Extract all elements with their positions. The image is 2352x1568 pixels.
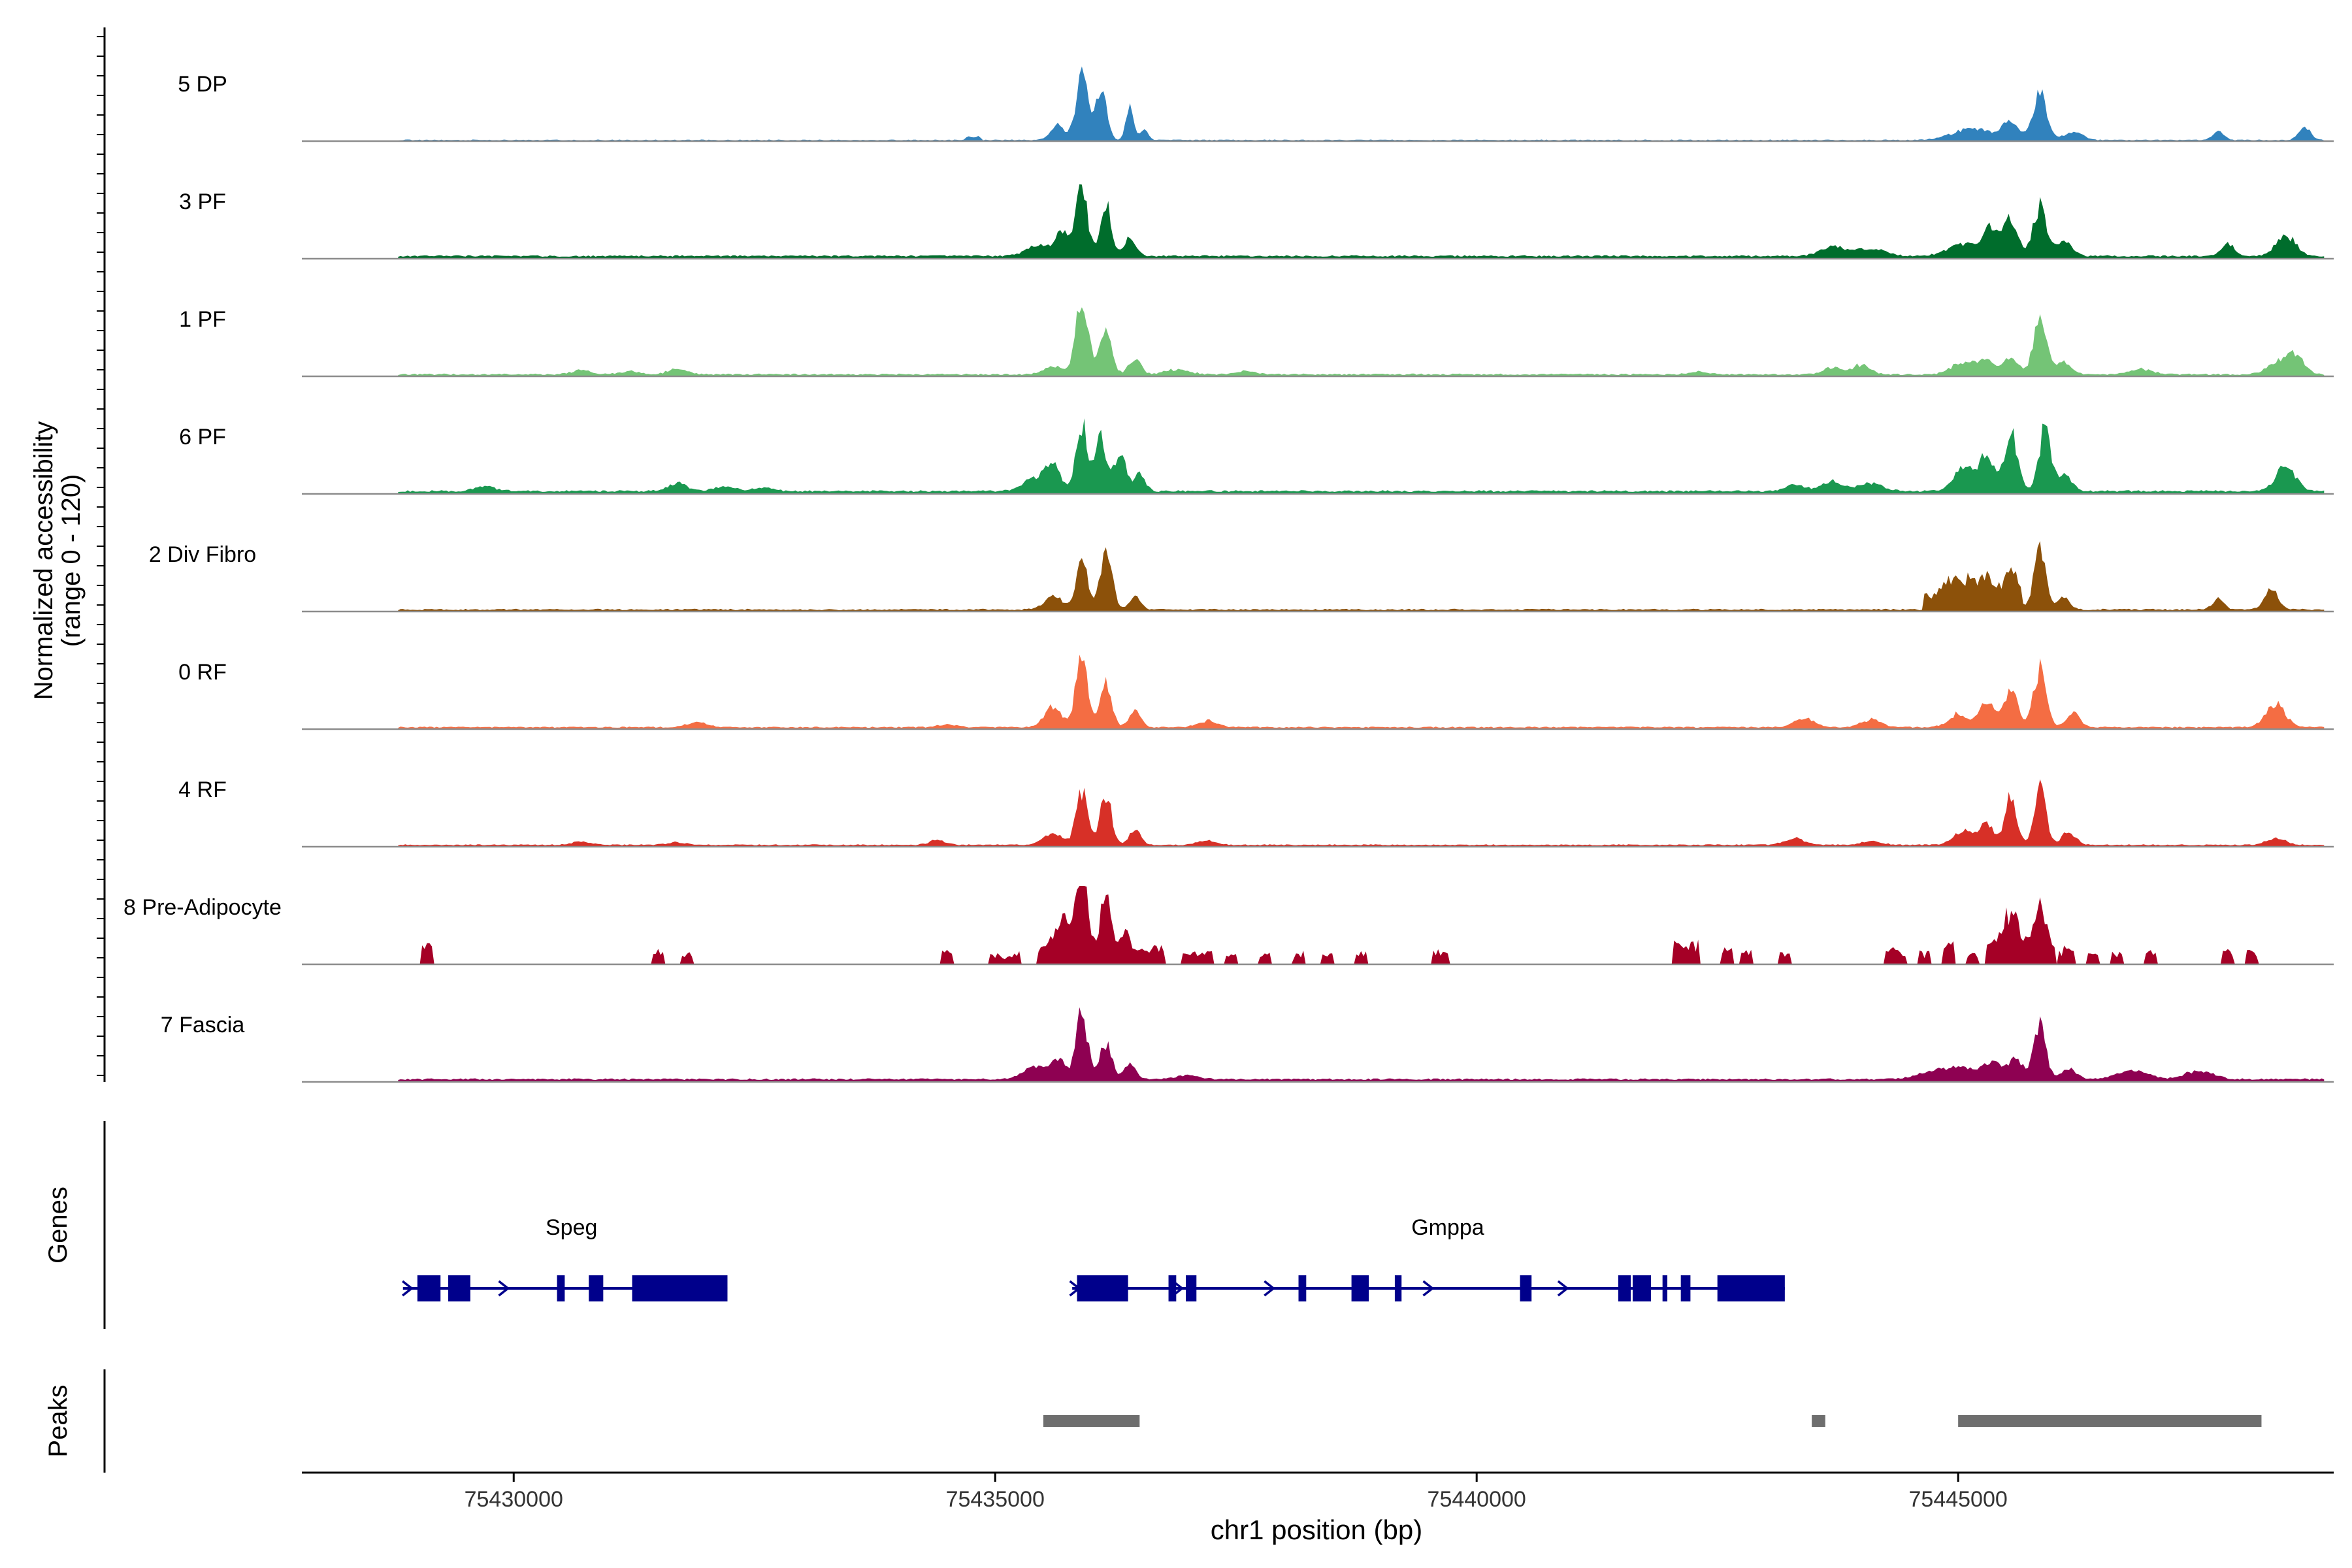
gene-exon <box>1351 1275 1369 1301</box>
genes-track-label: Genes <box>44 1186 73 1264</box>
track-label: 0 RF <box>178 660 227 685</box>
track-3-pf: 3 PF <box>179 184 2334 260</box>
gene-exon <box>1168 1275 1177 1301</box>
peak-region <box>1958 1415 2262 1427</box>
track-label: 2 Div Fibro <box>149 542 256 567</box>
strand-arrow-icon <box>1557 1280 1569 1297</box>
gene-track: Speg Gmppa <box>402 1215 1785 1301</box>
track-label: 5 DP <box>178 72 227 97</box>
gene-speg: Speg <box>402 1215 728 1301</box>
y-axis-label-line1: Normalized accessibility <box>29 421 58 700</box>
track-6-pf: 6 PF <box>179 418 2334 495</box>
track-1-pf: 1 PF <box>179 307 2334 378</box>
strand-arrow-icon <box>1422 1280 1435 1297</box>
x-axis-ticks: 75430000 75435000 75440000 75445000 <box>465 1473 2008 1512</box>
strand-arrow-icon <box>1069 1280 1081 1297</box>
track-8-pre-adipocyte: 8 Pre-Adipocyte <box>123 886 2334 966</box>
strand-arrow-icon <box>402 1280 414 1297</box>
coverage-tracks: 5 DP 3 PF 1 PF 6 PF 2 Div Fibro 0 RF 4 RF 8 Pre… <box>123 66 2334 1083</box>
gene-exon <box>1520 1275 1532 1301</box>
gene-exon <box>1662 1275 1668 1301</box>
gene-exon <box>1680 1275 1691 1301</box>
strand-arrow-icon <box>498 1280 510 1297</box>
track-5-dp: 5 DP <box>178 66 2334 142</box>
track-label: 3 PF <box>179 189 226 214</box>
gene-gmppa: Gmppa <box>1069 1215 1785 1301</box>
y-axis-label-line2: (range 0 - 120) <box>57 474 86 647</box>
gene-exon <box>632 1275 728 1301</box>
coverage-area <box>398 1007 2325 1082</box>
x-tick-label: 75435000 <box>946 1487 1045 1512</box>
track-label: 7 Fascia <box>161 1013 245 1037</box>
track-label: 4 RF <box>178 777 227 802</box>
gene-exon <box>448 1275 470 1301</box>
track-2-div-fibro: 2 Div Fibro <box>149 541 2334 613</box>
track-7-fascia: 7 Fascia <box>161 1007 2334 1083</box>
peaks-track-label: Peaks <box>44 1384 73 1457</box>
x-tick-label: 75440000 <box>1428 1487 1526 1512</box>
strand-arrow-icon <box>1264 1280 1276 1297</box>
x-tick-label: 75430000 <box>465 1487 563 1512</box>
gene-exon <box>1077 1275 1128 1301</box>
peak-region <box>1812 1415 1825 1427</box>
gene-exon <box>417 1275 441 1301</box>
gene-name-label: Gmppa <box>1411 1215 1484 1240</box>
gene-exon <box>589 1275 604 1301</box>
coverage-y-axis-ticks <box>97 36 105 1076</box>
gene-exon <box>1298 1275 1307 1301</box>
x-tick-label: 75445000 <box>1909 1487 2008 1512</box>
peaks-track <box>1043 1415 2262 1427</box>
gene-exon <box>1618 1275 1631 1301</box>
peak-region <box>1043 1415 1140 1427</box>
gene-exon <box>557 1275 565 1301</box>
track-4-rf: 4 RF <box>178 777 2334 848</box>
x-axis-label: chr1 position (bp) <box>1211 1514 1423 1545</box>
strand-arrow-icon <box>1172 1280 1184 1297</box>
gene-exon <box>1186 1275 1197 1301</box>
track-0-rf: 0 RF <box>178 655 2334 730</box>
gene-exon <box>1394 1275 1402 1301</box>
track-label: 1 PF <box>179 307 226 332</box>
gene-name-label: Speg <box>546 1215 597 1240</box>
gene-exon <box>1717 1275 1785 1301</box>
gene-exon <box>1632 1275 1651 1301</box>
track-label: 8 Pre-Adipocyte <box>123 895 282 920</box>
track-label: 6 PF <box>179 425 226 449</box>
